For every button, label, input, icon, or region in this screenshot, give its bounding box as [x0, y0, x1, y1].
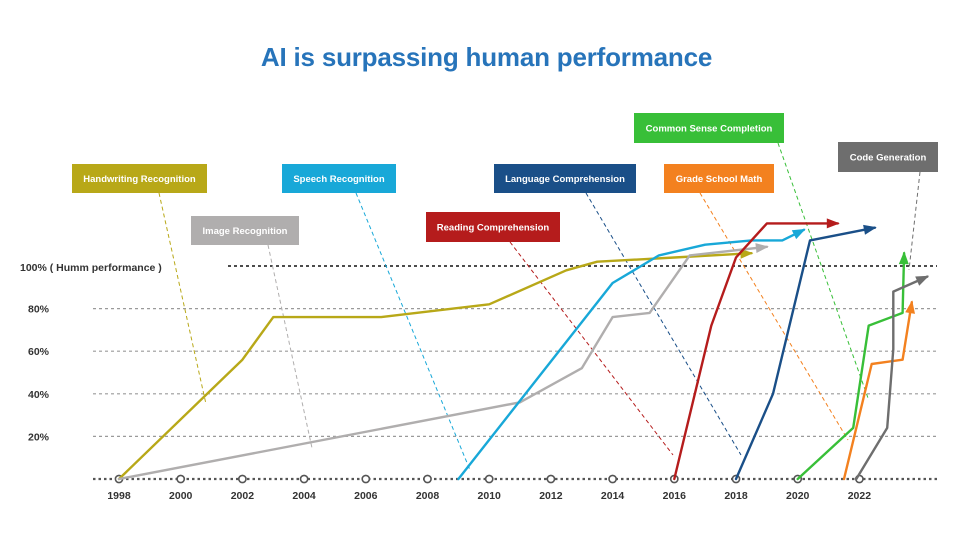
x-tick-label-2002: 2002: [231, 490, 255, 502]
human-performance-label: 100% ( Humm performance ): [20, 262, 162, 274]
x-tick-label-2004: 2004: [292, 490, 316, 502]
legend-box-7: [838, 142, 938, 172]
legend-label-6: Grade School Math: [676, 174, 763, 185]
x-tick-marker-2014: [608, 474, 617, 484]
legend-label-4: Language Comprehension: [505, 174, 625, 185]
series-line-2: [457, 228, 806, 481]
legend-label-0: Handwriting Recognition: [83, 174, 196, 185]
leader-line-1: [267, 244, 313, 449]
legend-box-4: [494, 164, 636, 193]
x-tick-marker-2008: [423, 474, 432, 484]
x-tick-label-2022: 2022: [848, 490, 872, 502]
x-tick-marker-2012: [546, 474, 556, 484]
y-tick-label-60: 60%: [28, 346, 50, 358]
x-tick-label-2006: 2006: [354, 490, 378, 502]
legend-label-2: Speech Recognition: [293, 174, 385, 185]
leader-line-3: [509, 241, 674, 456]
legend-box-2: [282, 164, 396, 193]
y-tick-label-40: 40%: [28, 389, 50, 401]
x-tick-marker-2006: [361, 474, 371, 484]
x-tick-marker-2000: [176, 474, 186, 484]
series-line-0: [117, 251, 753, 481]
legend-label-7: Code Generation: [850, 153, 927, 164]
series-arrowhead-7: [915, 275, 930, 286]
leader-line-2: [355, 192, 471, 471]
leader-line-0: [158, 192, 207, 405]
x-tick-label-1998: 1998: [107, 490, 131, 502]
series-arrowhead-1: [755, 243, 769, 253]
leader-line-6: [699, 192, 849, 441]
legend-label-3: Reading Comprehension: [437, 223, 550, 234]
series-line-1: [117, 245, 769, 481]
x-tick-marker-2004: [299, 474, 309, 484]
series-line-4: [734, 226, 876, 481]
leader-line-7: [908, 171, 921, 271]
leader-line-4: [585, 192, 742, 456]
chart-title: AI is surpassing human performance: [260, 42, 713, 72]
y-tick-label-80: 80%: [28, 304, 50, 316]
x-tick-label-2016: 2016: [663, 490, 687, 502]
x-tick-label-2008: 2008: [416, 490, 440, 502]
legend-box-5: [634, 113, 784, 143]
series-arrowhead-0: [740, 248, 754, 259]
series-arrowhead-2: [791, 228, 806, 240]
x-tick-label-2018: 2018: [724, 490, 748, 502]
series-line-3: [673, 222, 839, 481]
series-line-5: [796, 251, 906, 481]
series-arrowhead-5: [898, 251, 909, 265]
x-tick-marker-2002: [237, 474, 247, 484]
x-tick-label-2000: 2000: [169, 490, 193, 502]
series-arrowhead-4: [863, 224, 877, 235]
x-tick-label-2014: 2014: [601, 490, 625, 502]
legend-label-5: Common Sense Completion: [646, 124, 773, 135]
x-tick-marker-2010: [484, 474, 494, 484]
leader-line-5: [777, 142, 869, 399]
series-line-6: [842, 301, 913, 481]
series-arrowhead-6: [905, 300, 915, 314]
x-tick-label-2020: 2020: [786, 490, 810, 502]
legend-box-3: [426, 212, 560, 242]
legend-box-6: [664, 164, 774, 193]
legend-box-0: [72, 164, 207, 193]
legend-box-1: [191, 216, 299, 245]
series-arrowhead-3: [826, 218, 840, 229]
legend-label-1: Image Recognition: [203, 226, 288, 237]
x-tick-label-2012: 2012: [539, 490, 563, 502]
x-tick-label-2010: 2010: [478, 490, 502, 502]
y-tick-label-20: 20%: [28, 431, 50, 443]
series-line-7: [855, 275, 929, 481]
